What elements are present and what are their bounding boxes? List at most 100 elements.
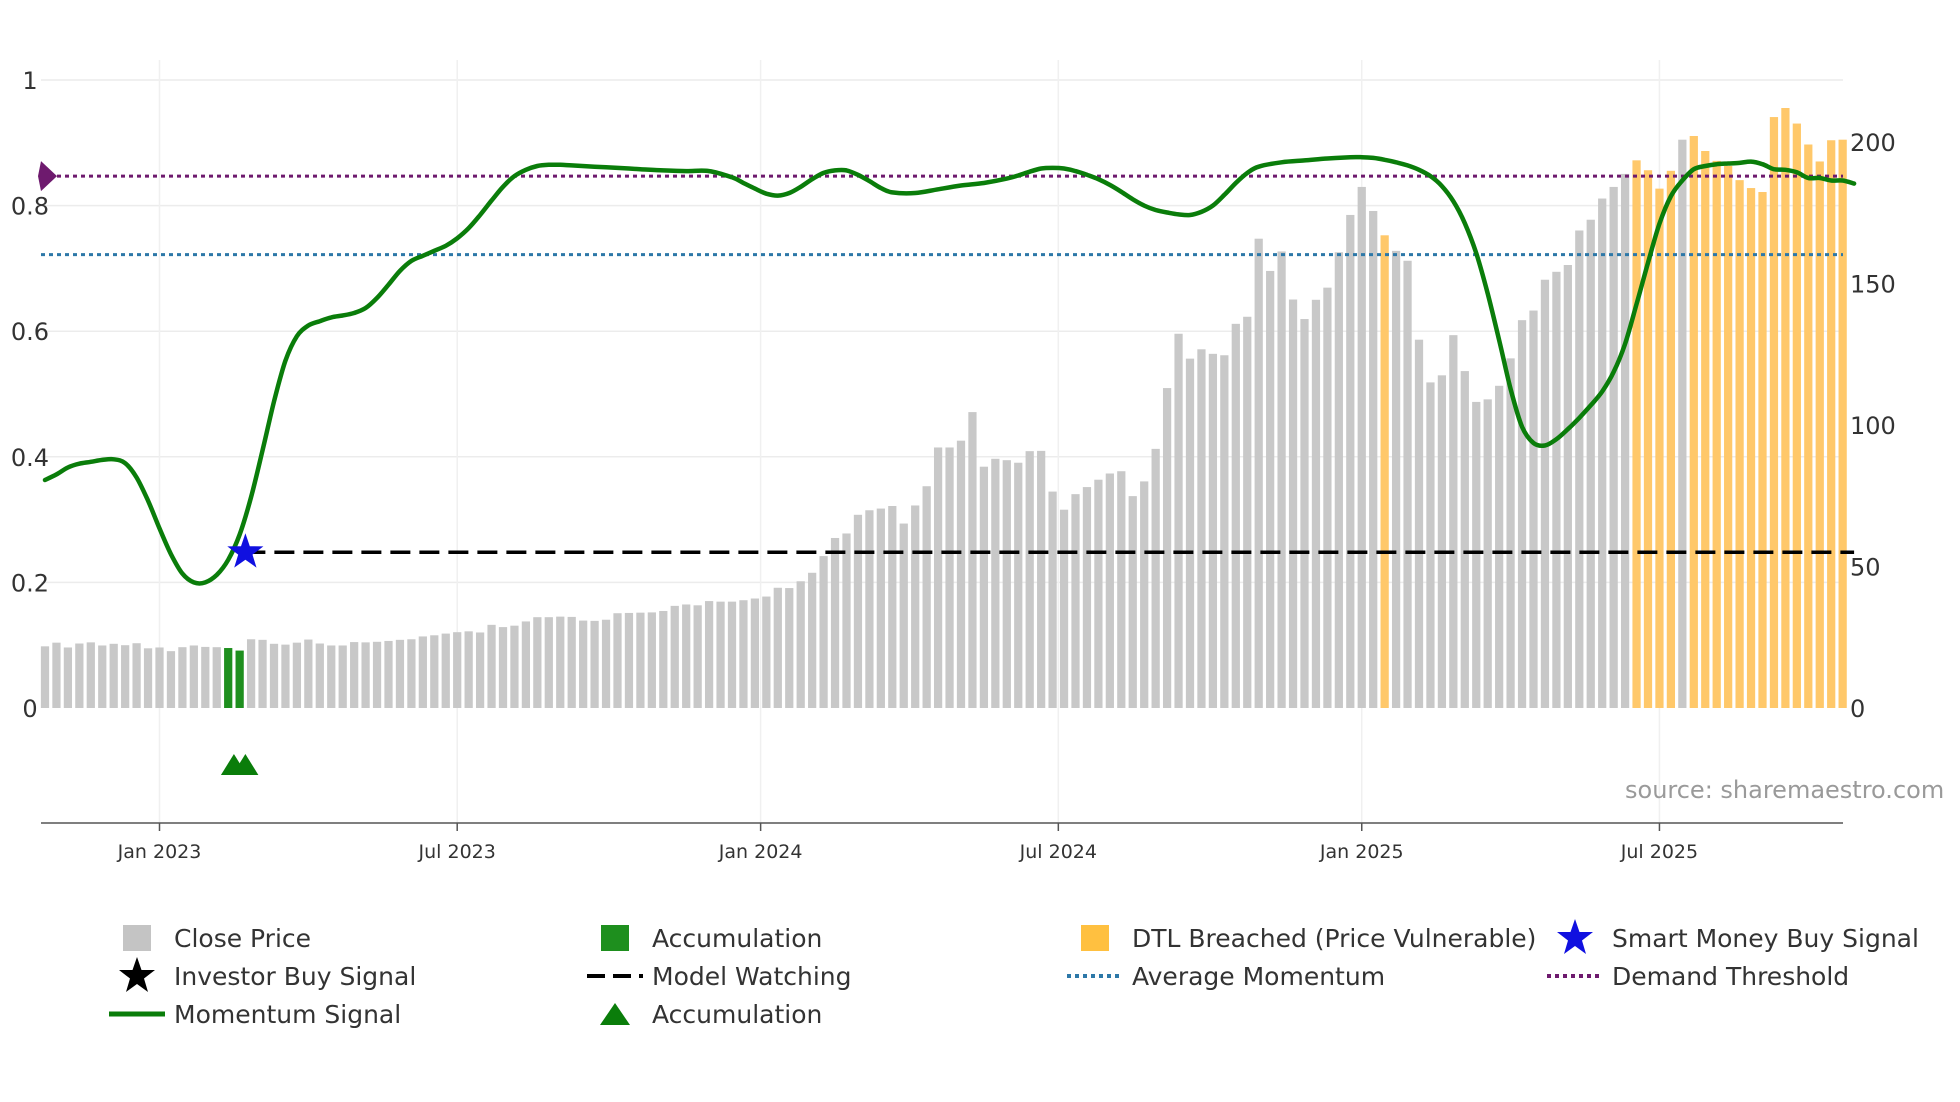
x-tick-label: Jul 2024 bbox=[1019, 841, 1097, 863]
close-price-bar bbox=[888, 506, 897, 708]
black-star-icon bbox=[102, 957, 172, 994]
left-tick-label: 1 bbox=[22, 67, 37, 95]
close-price-bar bbox=[52, 642, 61, 708]
close-price-bar bbox=[956, 440, 966, 708]
right-tick-label: 200 bbox=[1850, 129, 1896, 157]
dotted-purple-line-icon bbox=[1540, 958, 1610, 994]
close-price-bar bbox=[601, 619, 611, 708]
close-price-bar bbox=[1174, 333, 1183, 708]
close-price-bar bbox=[1357, 186, 1366, 708]
close-price-bar bbox=[1151, 448, 1160, 708]
dtl-breached-bar bbox=[1701, 151, 1710, 708]
close-price-bar bbox=[933, 447, 943, 708]
close-price-bar bbox=[1185, 358, 1195, 708]
close-price-bar bbox=[315, 643, 324, 708]
close-price-bar bbox=[647, 612, 656, 708]
close-price-bar bbox=[246, 639, 256, 708]
close-price-bar bbox=[487, 624, 496, 708]
close-price-bar bbox=[1506, 358, 1515, 708]
close-price-bar bbox=[899, 523, 908, 708]
dashed-line-icon bbox=[580, 958, 650, 994]
close-price-bar bbox=[1598, 198, 1607, 708]
accumulation-triangle-icon bbox=[232, 754, 259, 775]
close-price-bar bbox=[1254, 238, 1263, 708]
close-price-bar bbox=[567, 616, 576, 708]
dtl-breached-bar bbox=[1792, 123, 1801, 708]
legend-item-demand-threshold: Demand Threshold bbox=[1540, 958, 1849, 994]
left-tick-label: 0.2 bbox=[11, 569, 49, 597]
legend-item-average-momentum: Average Momentum bbox=[1060, 958, 1385, 994]
close-price-bar bbox=[327, 645, 336, 708]
close-price-bar bbox=[1140, 481, 1149, 708]
close-price-bar bbox=[212, 647, 221, 708]
close-price-bar bbox=[1609, 186, 1618, 708]
close-price-bar bbox=[498, 627, 508, 708]
close-price-bar bbox=[292, 642, 302, 708]
close-price-bar bbox=[590, 620, 599, 708]
close-price-bar bbox=[1277, 251, 1286, 708]
close-price-bar bbox=[636, 612, 645, 708]
dtl-breached-bar bbox=[1838, 139, 1847, 708]
smart-money-star-icon bbox=[227, 533, 264, 568]
legend-label-close-price: Close Price bbox=[174, 923, 312, 953]
close-price-bar bbox=[1266, 270, 1275, 708]
close-price-bar bbox=[1288, 299, 1298, 708]
dtl-breached-bar bbox=[1712, 160, 1721, 708]
close-price-bar bbox=[1025, 451, 1034, 708]
close-price-bar bbox=[1048, 491, 1057, 708]
close-price-bar bbox=[1426, 382, 1435, 708]
close-price-bar bbox=[372, 641, 382, 708]
dtl-breached-bar bbox=[1666, 170, 1676, 708]
right-tick-label: 0 bbox=[1850, 695, 1865, 723]
close-price-bar bbox=[418, 636, 427, 708]
close-price-bar bbox=[796, 581, 805, 708]
close-price-bar bbox=[624, 612, 634, 708]
legend-item-smart-money: Smart Money Buy Signal bbox=[1540, 919, 1919, 956]
close-price-bars bbox=[40, 108, 1847, 709]
close-price-bar bbox=[1082, 487, 1092, 708]
legend-label-average-momentum: Average Momentum bbox=[1132, 961, 1386, 991]
close-price-bar bbox=[1071, 494, 1080, 708]
close-price-bar bbox=[1620, 173, 1630, 709]
close-price-bar bbox=[132, 643, 141, 708]
legend: Close Price Accumulation DTL Breached (P… bbox=[0, 919, 1960, 1060]
close-price-bar bbox=[430, 635, 439, 708]
close-price-bar bbox=[750, 598, 760, 708]
source-credit: source: sharemaestro.com bbox=[1625, 776, 1945, 804]
dtl-breached-bar bbox=[1781, 108, 1790, 708]
close-price-bar bbox=[830, 537, 840, 708]
close-price-bar bbox=[1117, 471, 1126, 708]
close-price-bar bbox=[63, 647, 73, 708]
legend-label-demand-threshold: Demand Threshold bbox=[1612, 961, 1850, 991]
close-price-bar bbox=[407, 639, 416, 708]
accumulation-bar bbox=[224, 648, 233, 708]
x-tick-label: Jan 2023 bbox=[117, 841, 202, 863]
dtl-breached-bar bbox=[1735, 180, 1744, 708]
close-price-bar bbox=[1586, 219, 1595, 709]
close-price-bar bbox=[1403, 260, 1412, 708]
close-price-bar bbox=[1220, 355, 1229, 708]
dtl-breached-bar bbox=[1804, 144, 1813, 708]
close-price-bar bbox=[350, 642, 359, 708]
close-price-bar bbox=[544, 617, 553, 708]
close-price-bar bbox=[453, 632, 462, 708]
close-price-bar bbox=[682, 604, 691, 708]
dtl-breached-bar bbox=[1769, 117, 1779, 708]
x-tick-label: Jan 2025 bbox=[1319, 841, 1404, 863]
legend-item-model-watching: Model Watching bbox=[580, 958, 852, 994]
close-price-swatch-icon bbox=[102, 920, 172, 956]
close-price-bar bbox=[1059, 509, 1069, 708]
close-price-bar bbox=[304, 639, 313, 708]
right-tick-label: 50 bbox=[1850, 554, 1881, 582]
close-price-bar bbox=[693, 605, 702, 708]
close-price-bar bbox=[98, 645, 107, 708]
close-price-bar bbox=[819, 556, 828, 708]
dtl-breached-bar bbox=[1746, 188, 1756, 708]
dtl-breached-bar bbox=[1632, 160, 1641, 709]
right-tick-label: 100 bbox=[1850, 412, 1896, 440]
close-price-bar bbox=[979, 466, 989, 708]
close-price-bar bbox=[922, 486, 931, 708]
x-tick-label: Jul 2023 bbox=[418, 841, 496, 863]
green-triangle-icon bbox=[580, 996, 650, 1032]
close-price-bar bbox=[716, 601, 725, 708]
